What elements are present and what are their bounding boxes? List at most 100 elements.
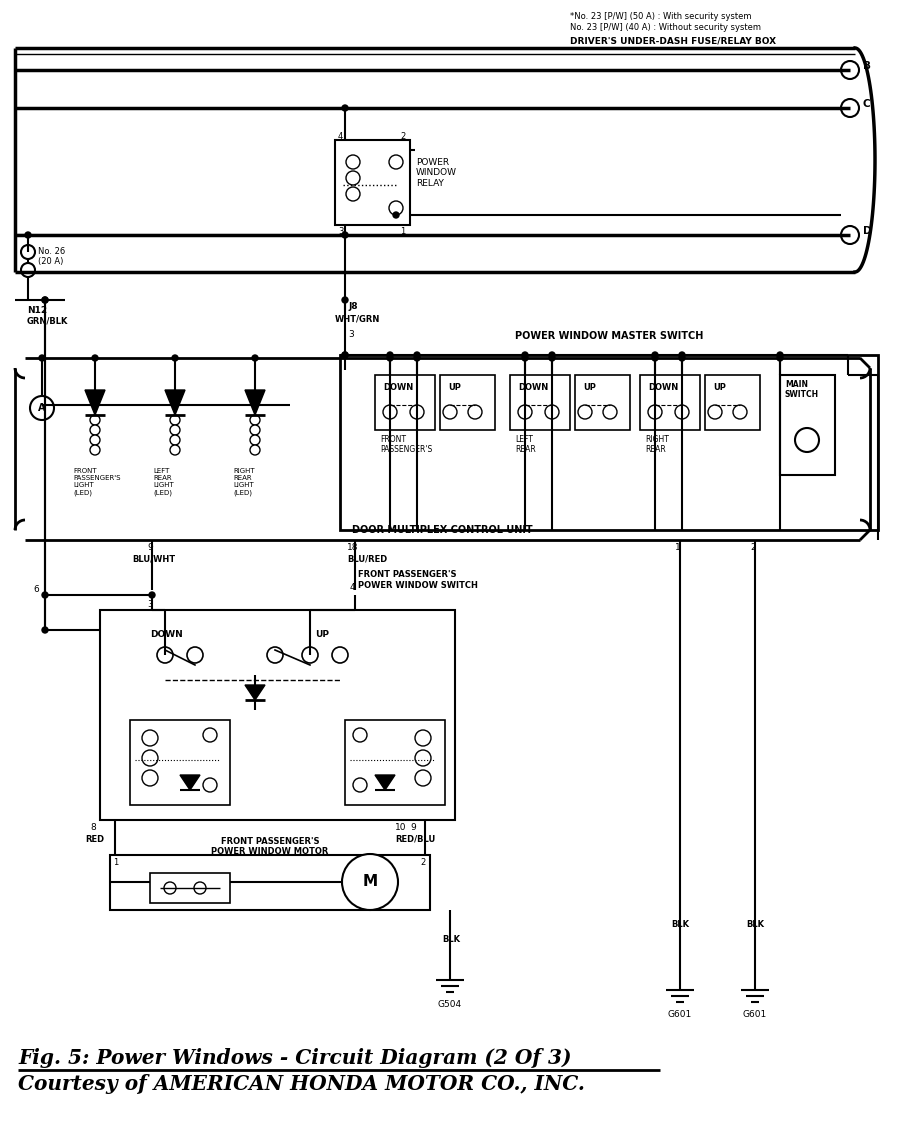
Circle shape: [410, 405, 424, 419]
Circle shape: [387, 352, 392, 358]
Text: *No. 23 [P/W] (50 A) : With security system: *No. 23 [P/W] (50 A) : With security sys…: [569, 12, 750, 21]
Circle shape: [164, 882, 176, 895]
Text: WHT/GRN: WHT/GRN: [335, 314, 380, 323]
Circle shape: [794, 428, 818, 452]
Text: M: M: [362, 874, 377, 889]
Circle shape: [203, 778, 216, 793]
Circle shape: [675, 405, 688, 419]
Text: No. 23 [P/W] (40 A) : Without security system: No. 23 [P/W] (40 A) : Without security s…: [569, 24, 760, 33]
Circle shape: [678, 355, 685, 361]
Bar: [100, 610, 455, 819]
Text: C: C: [862, 99, 870, 109]
Circle shape: [345, 155, 360, 169]
Circle shape: [732, 405, 746, 419]
Text: 1: 1: [113, 858, 118, 867]
Text: POWER WINDOW SWITCH: POWER WINDOW SWITCH: [357, 581, 477, 590]
Circle shape: [415, 750, 430, 766]
Circle shape: [90, 425, 100, 435]
Bar: [374, 376, 435, 430]
Circle shape: [382, 405, 397, 419]
Bar: [510, 376, 569, 430]
Text: LEFT
REAR
LIGHT
(LED): LEFT REAR LIGHT (LED): [152, 467, 173, 495]
Text: N12: N12: [27, 306, 47, 315]
Bar: [110, 855, 429, 910]
Circle shape: [678, 352, 685, 358]
Text: POWER
WINDOW
RELAY: POWER WINDOW RELAY: [416, 158, 456, 188]
Text: UP: UP: [713, 383, 725, 392]
Circle shape: [39, 355, 45, 361]
Circle shape: [467, 405, 482, 419]
Circle shape: [840, 61, 858, 78]
Text: RED/BLU: RED/BLU: [394, 835, 435, 844]
Circle shape: [42, 627, 48, 633]
Text: BLK: BLK: [670, 920, 688, 929]
Circle shape: [840, 99, 858, 117]
Circle shape: [250, 425, 260, 435]
Circle shape: [651, 352, 658, 358]
Text: MAIN
SWITCH: MAIN SWITCH: [784, 380, 818, 399]
Bar: [575, 376, 630, 430]
Circle shape: [415, 730, 430, 745]
Circle shape: [250, 415, 260, 425]
Circle shape: [250, 435, 260, 445]
Circle shape: [157, 647, 173, 663]
Text: 9: 9: [147, 543, 152, 552]
Text: UP: UP: [315, 630, 328, 639]
Circle shape: [548, 355, 555, 361]
Bar: [439, 376, 494, 430]
Text: G601: G601: [742, 1010, 767, 1019]
Circle shape: [387, 355, 392, 361]
Circle shape: [342, 854, 398, 910]
Circle shape: [25, 232, 31, 238]
Text: Courtesy of AMERICAN HONDA MOTOR CO., INC.: Courtesy of AMERICAN HONDA MOTOR CO., IN…: [18, 1074, 584, 1094]
Text: LEFT
REAR: LEFT REAR: [514, 435, 535, 454]
Circle shape: [521, 355, 528, 361]
Text: D: D: [862, 226, 870, 237]
Text: No. 26
(20 A): No. 26 (20 A): [38, 247, 65, 267]
Text: DOWN: DOWN: [382, 383, 413, 392]
Circle shape: [170, 435, 179, 445]
Circle shape: [142, 750, 158, 766]
Circle shape: [90, 415, 100, 425]
Circle shape: [342, 105, 347, 111]
Text: BLU/WHT: BLU/WHT: [132, 554, 175, 563]
Circle shape: [170, 425, 179, 435]
Bar: [345, 720, 445, 805]
Circle shape: [776, 355, 782, 361]
Text: G504: G504: [437, 1000, 462, 1009]
Circle shape: [603, 405, 616, 419]
Polygon shape: [244, 685, 264, 700]
Circle shape: [345, 172, 360, 185]
Polygon shape: [85, 390, 105, 415]
Text: 4: 4: [337, 132, 343, 141]
Circle shape: [648, 405, 661, 419]
Text: POWER WINDOW MASTER SWITCH: POWER WINDOW MASTER SWITCH: [514, 331, 703, 341]
Circle shape: [521, 352, 528, 358]
Circle shape: [171, 355, 178, 361]
Circle shape: [443, 405, 456, 419]
Circle shape: [194, 882, 206, 895]
Circle shape: [577, 405, 592, 419]
Circle shape: [42, 297, 48, 303]
Circle shape: [342, 352, 347, 358]
Circle shape: [707, 405, 722, 419]
Text: DOWN: DOWN: [648, 383, 677, 392]
Text: 6: 6: [33, 585, 39, 594]
Circle shape: [548, 352, 555, 358]
Text: 3: 3: [337, 226, 343, 237]
Text: RED: RED: [85, 835, 104, 844]
Circle shape: [332, 647, 347, 663]
Text: 1: 1: [675, 543, 680, 552]
Text: 2: 2: [750, 543, 755, 552]
Circle shape: [389, 155, 402, 169]
Circle shape: [142, 730, 158, 745]
Circle shape: [142, 770, 158, 786]
Text: DOOR MULTIPLEX CONTROL UNIT: DOOR MULTIPLEX CONTROL UNIT: [351, 525, 531, 535]
Text: FRONT PASSENGER'S: FRONT PASSENGER'S: [357, 569, 456, 580]
Circle shape: [342, 352, 347, 358]
Text: DOWN: DOWN: [518, 383, 548, 392]
Circle shape: [342, 297, 347, 303]
Text: BLU/RED: BLU/RED: [346, 554, 387, 563]
Text: 2: 2: [419, 858, 425, 867]
Circle shape: [170, 445, 179, 455]
